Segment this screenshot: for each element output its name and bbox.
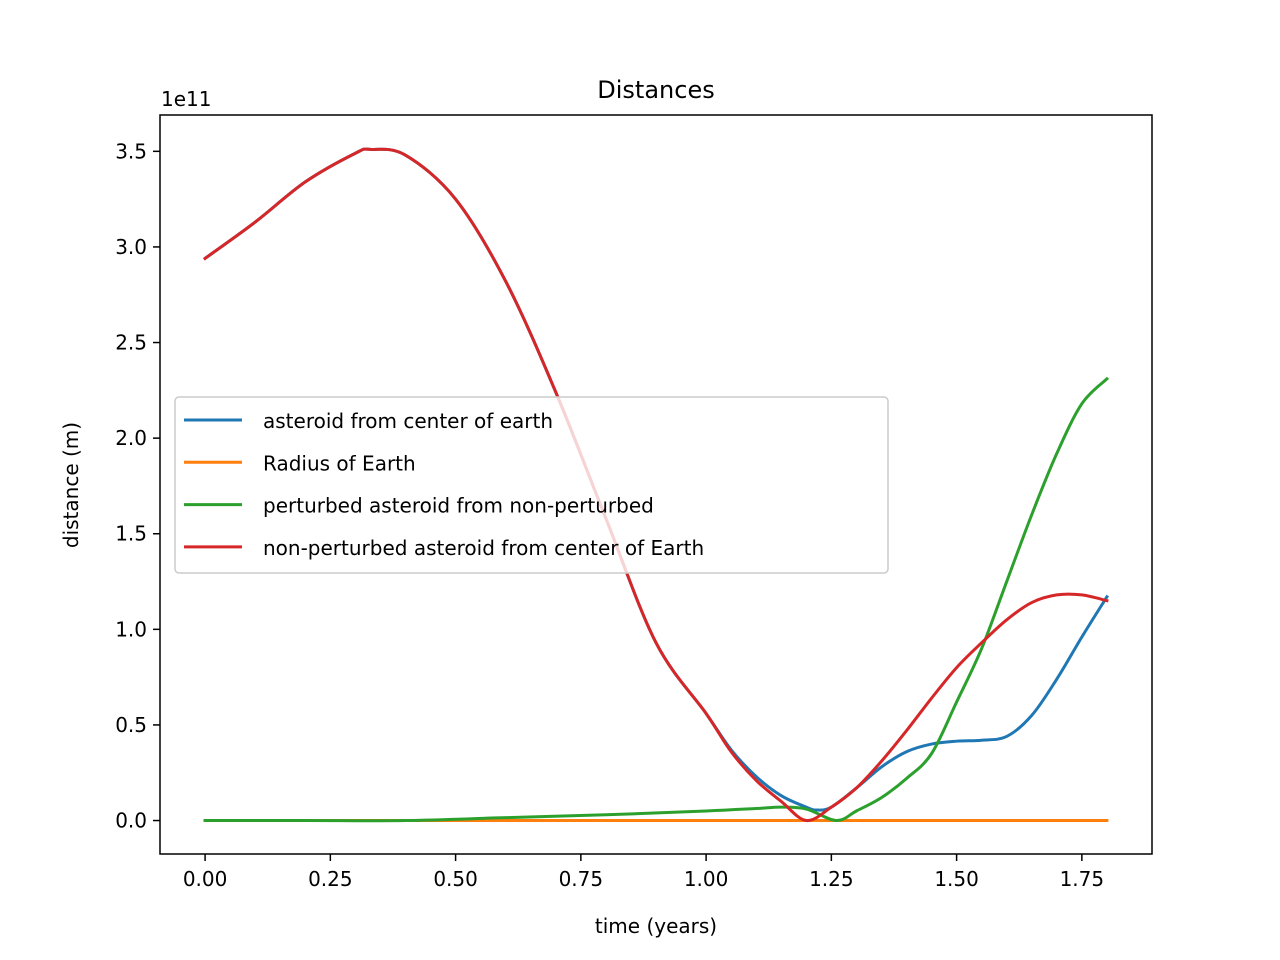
legend-label-4: non-perturbed asteroid from center of Ea… xyxy=(263,536,704,560)
x-tick-label: 0.00 xyxy=(183,867,228,891)
x-tick-label: 0.50 xyxy=(433,867,478,891)
x-axis: 0.00 0.25 0.50 0.75 1.00 1.25 1.50 1.75 xyxy=(183,854,1104,891)
y-offset-label: 1e11 xyxy=(161,87,211,111)
x-tick-label: 0.75 xyxy=(559,867,604,891)
x-tick-label: 1.00 xyxy=(684,867,729,891)
x-tick-label: 1.50 xyxy=(934,867,979,891)
y-tick-label: 0.5 xyxy=(115,713,147,737)
legend: asteroid from center of earth Radius of E… xyxy=(174,396,889,574)
y-axis: 0.0 0.5 1.0 1.5 2.0 2.5 3.0 3.5 xyxy=(115,139,160,833)
y-tick-label: 2.0 xyxy=(115,426,147,450)
x-tick-label: 0.25 xyxy=(308,867,353,891)
chart-title: Distances xyxy=(597,76,714,104)
legend-label-1: asteroid from center of earth xyxy=(263,409,553,433)
y-tick-label: 1.0 xyxy=(115,617,147,641)
axes-frame xyxy=(159,114,1153,855)
x-tick-label: 1.25 xyxy=(809,867,854,891)
legend-label-3: perturbed asteroid from non-perturbed xyxy=(263,494,654,518)
series-line-3 xyxy=(203,376,1110,823)
y-tick-label: 3.0 xyxy=(115,235,147,259)
y-tick-label: 0.0 xyxy=(115,809,147,833)
legend-box xyxy=(174,396,889,574)
series-line-4 xyxy=(202,147,1109,823)
x-axis-title: time (years) xyxy=(595,914,717,938)
y-axis-title: distance (m) xyxy=(59,422,83,548)
y-tick-label: 2.5 xyxy=(115,331,147,355)
y-tick-label: 1.5 xyxy=(115,522,147,546)
plot-area xyxy=(202,147,1110,823)
x-tick-label: 1.75 xyxy=(1060,867,1105,891)
y-tick-label: 3.5 xyxy=(115,139,147,163)
legend-label-2: Radius of Earth xyxy=(263,451,416,475)
